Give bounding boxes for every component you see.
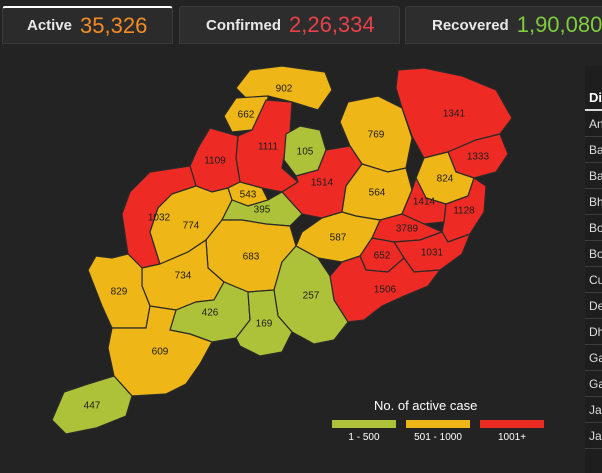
tab-active[interactable]: Active 35,326 xyxy=(2,6,173,44)
table-row[interactable]: Cu xyxy=(585,268,602,293)
legend-swatch-mid xyxy=(406,420,470,428)
district-value-label: 734 xyxy=(175,271,192,282)
district-map: 902 662 1111 105 769 1341 1333 1109 543 1514 564 82… xyxy=(0,46,580,473)
tab-active-value: 35,326 xyxy=(80,12,148,38)
district-value-label: 1128 xyxy=(453,206,475,217)
tab-recovered-label: Recovered xyxy=(432,16,509,34)
district-value-label: 257 xyxy=(303,291,320,302)
district-value-label: 105 xyxy=(297,147,314,158)
tab-confirmed[interactable]: Confirmed 2,26,334 xyxy=(179,6,400,44)
table-row[interactable]: Ja xyxy=(585,424,602,449)
district-value-label: 564 xyxy=(369,188,386,199)
legend-label-mid: 501 - 1000 xyxy=(414,432,462,443)
tab-recovered-value: 1,90,080 xyxy=(516,12,602,37)
legend-item-high: 1001+ xyxy=(480,420,544,443)
district-value-label: 587 xyxy=(330,233,347,244)
district-region-1414[interactable] xyxy=(401,176,447,225)
district-value-label: 683 xyxy=(243,252,260,263)
legend-title: No. of active case xyxy=(374,398,478,413)
district-value-label: 1506 xyxy=(374,285,397,296)
legend-label-high: 1001+ xyxy=(497,432,527,443)
tab-confirmed-value: 2,26,334 xyxy=(289,12,375,37)
table-row[interactable]: Ba xyxy=(585,164,602,189)
district-value-label: 1414 xyxy=(413,197,436,208)
district-value-label: 1031 xyxy=(421,248,444,259)
table-row[interactable]: Dh xyxy=(585,320,602,345)
table-row[interactable]: Ja xyxy=(585,398,602,423)
district-value-label: 662 xyxy=(238,110,255,121)
district-value-label: 3789 xyxy=(396,224,419,235)
legend-label-low: 1 - 500 xyxy=(348,432,380,443)
table-row[interactable]: Bo xyxy=(585,216,602,241)
legend-swatch-high xyxy=(480,420,544,428)
legend-item-mid: 501 - 1000 xyxy=(406,420,470,443)
district-table: Di An Ba Ba Bh Bo Bo Cu De Dh Ga Ga Ja Ja xyxy=(585,66,602,473)
district-value-label: 774 xyxy=(183,221,200,232)
table-row[interactable]: Ba xyxy=(585,138,602,163)
table-row[interactable]: Ga xyxy=(585,346,602,371)
table-row[interactable]: Bh xyxy=(585,190,602,215)
district-value-label: 543 xyxy=(240,190,257,201)
tab-recovered[interactable]: Recovered 1,90,080 xyxy=(405,6,602,44)
district-value-label: 1333 xyxy=(467,152,490,163)
district-value-label: 395 xyxy=(254,205,271,216)
tab-confirmed-label: Confirmed xyxy=(206,16,281,34)
district-map-svg: 902 662 1111 105 769 1341 1333 1109 543 1514 564 82… xyxy=(51,65,513,435)
district-value-label: 829 xyxy=(111,287,128,298)
district-value-label: 169 xyxy=(256,319,273,330)
district-value-label: 1514 xyxy=(311,178,334,189)
district-value-label: 447 xyxy=(84,401,101,412)
district-value-label: 769 xyxy=(368,130,385,141)
district-value-label: 1111 xyxy=(258,142,278,153)
district-region-447[interactable] xyxy=(51,375,133,435)
legend-swatch-low xyxy=(332,420,396,428)
district-value-label: 652 xyxy=(374,251,391,262)
table-row[interactable]: De xyxy=(585,294,602,319)
tab-active-label: Active xyxy=(27,17,73,34)
district-value-label: 1032 xyxy=(148,213,171,224)
district-value-label: 902 xyxy=(276,84,293,95)
district-value-label: 609 xyxy=(152,347,169,358)
table-header-district[interactable]: Di xyxy=(585,85,602,111)
table-row[interactable]: An xyxy=(585,112,602,137)
district-region-169[interactable] xyxy=(235,289,293,357)
district-value-label: 426 xyxy=(202,308,219,319)
table-row[interactable]: Ga xyxy=(585,372,602,397)
table-row[interactable]: Bo xyxy=(585,242,602,267)
district-value-label: 1341 xyxy=(443,109,466,120)
district-value-label: 1109 xyxy=(204,156,226,167)
legend-item-low: 1 - 500 xyxy=(332,420,396,443)
district-region-902[interactable] xyxy=(235,65,333,111)
district-value-label: 824 xyxy=(437,174,454,185)
stat-tabs: Active 35,326 Confirmed 2,26,334 Recover… xyxy=(0,0,602,46)
